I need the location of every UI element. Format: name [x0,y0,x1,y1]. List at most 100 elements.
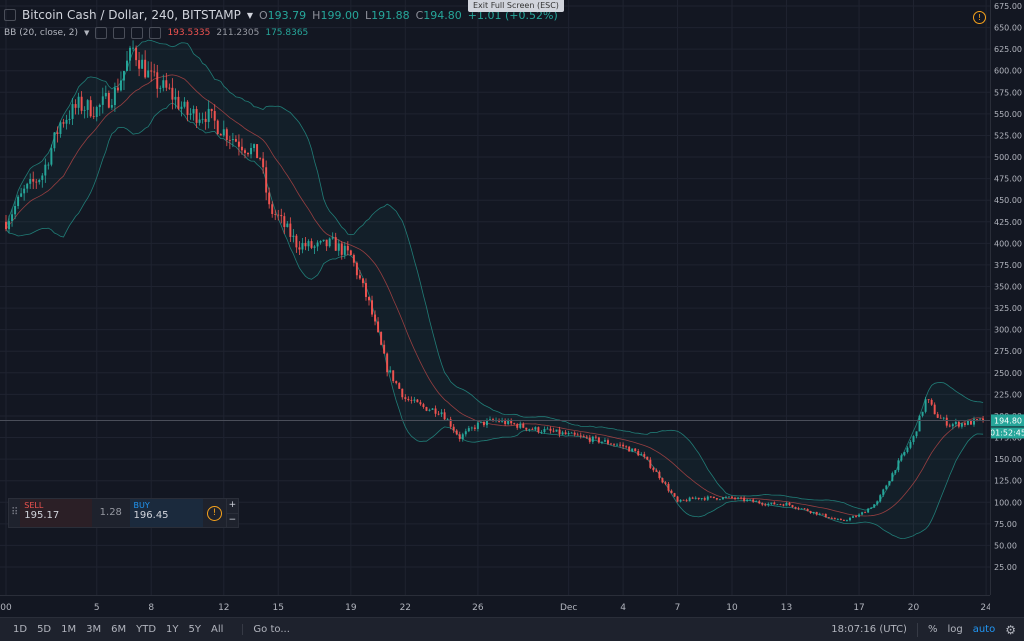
candle-body [434,408,437,414]
candle-body [643,454,646,457]
gear-icon[interactable]: ⚙ [1005,622,1016,637]
candle-body [870,507,873,509]
y-tick-label: 350.00 [994,283,1022,292]
x-tick-label: 10 [726,603,738,613]
candle-body [655,470,658,472]
candle-body [591,436,594,442]
candle-body [957,421,960,427]
sell-button[interactable]: SELL 195.17 [20,499,93,527]
timeframe-3m[interactable]: 3M [86,624,102,635]
candle-body [845,520,848,522]
candle-body [721,497,724,500]
candle-body [26,183,29,189]
candle-body [921,411,924,416]
candle-body [455,430,458,435]
more-icon[interactable] [149,27,162,39]
candle-body [195,109,198,123]
alert-icon[interactable]: ! [973,11,986,24]
exit-fullscreen-button[interactable]: Exit Full Screen (ESC) [468,0,564,12]
x-tick-label: 4 [620,603,626,613]
candle-body [485,420,488,426]
candle-body [715,498,718,500]
y-tick-label: 425.00 [994,218,1022,227]
x-tick-label: 00 [0,603,12,613]
symbol-legend: Bitcoin Cash / Dollar, 240, BITSTAMP ▼ O… [4,8,558,22]
candle-body [334,237,337,251]
candle-body [464,431,467,435]
collapse-legend-button[interactable] [4,9,16,21]
candle-body [116,87,119,91]
timeframe-5d[interactable]: 5D [37,624,52,635]
candle-body [549,428,552,431]
candle-body [364,283,367,297]
candle-body [458,434,461,440]
candle-body [649,459,652,468]
candle-body [525,427,528,430]
timeframe-1y[interactable]: 1Y [166,624,179,635]
candle-body [939,417,942,419]
timeframe-1d[interactable]: 1D [13,624,28,635]
candle-body [749,499,752,501]
log-toggle[interactable]: log [947,624,963,635]
symbol-title[interactable]: Bitcoin Cash / Dollar, 240, BITSTAMP [22,8,241,22]
candle-body [243,150,246,153]
candle-body [380,332,383,345]
goto-button[interactable]: Go to... [242,624,290,635]
candle-body [113,87,116,106]
candle-body [216,120,219,134]
price-axis[interactable]: 25.0050.0075.00100.00125.00150.00175.002… [990,0,1024,595]
drag-handle-icon[interactable]: ⠿ [10,507,19,518]
candle-body [431,408,434,410]
candle-body [597,437,600,443]
percent-toggle[interactable]: % [927,624,938,635]
candle-body [724,497,727,498]
x-tick-label: 5 [94,603,100,613]
auto-toggle[interactable]: auto [972,624,996,635]
candle-body [555,429,558,432]
candle-body [395,381,398,384]
warning-icon[interactable]: ! [203,499,226,527]
candle-body [800,508,803,510]
time-axis[interactable]: 00 5 8 12 15 19 22 26 Dec 4 7 10 13 17 20 24 [0,595,992,618]
candle-body [470,427,473,429]
timeframe-ytd[interactable]: YTD [136,624,157,635]
candle-body [706,496,709,500]
candle-body [903,451,906,456]
candle-body [371,300,374,315]
chevron-down-icon[interactable]: ▼ [246,10,253,20]
candle-body [213,111,216,121]
candle-body [428,409,431,411]
candle-body [561,432,564,435]
bottom-right-controls: 18:07:16 (UTC) % log auto ⚙ [831,622,1024,637]
candle-body [8,221,11,230]
timeframe-5y[interactable]: 5Y [188,624,202,635]
clock[interactable]: 18:07:16 (UTC) [831,624,907,635]
candle-body [864,512,867,514]
candle-body [646,456,649,460]
eye-icon[interactable] [95,27,108,39]
candle-body [600,441,603,443]
candle-body [41,175,44,180]
candle-body [691,497,694,499]
candle-body [298,247,301,250]
candle-body [821,513,824,515]
chart-area[interactable] [0,0,990,595]
chevron-down-icon[interactable]: ▼ [84,29,90,37]
candle-body [201,118,204,120]
buy-button[interactable]: BUY 196.45 [129,499,204,527]
close-icon[interactable] [131,27,144,39]
settings-icon[interactable] [113,27,126,39]
timeframe-1m[interactable]: 1M [61,624,77,635]
candle-body [331,237,334,239]
candle-body [606,440,609,444]
indicator-name[interactable]: BB (20, close, 2) [4,28,79,38]
timeframe-all[interactable]: All [211,624,224,635]
minus-button[interactable]: − [226,512,238,528]
candle-body [44,164,47,176]
candle-body [59,122,62,134]
plus-button[interactable]: + [228,500,237,510]
candle-body [573,432,576,435]
timeframe-6m[interactable]: 6M [111,624,127,635]
y-tick-label: 75.00 [994,520,1017,529]
candle-body [377,321,380,333]
